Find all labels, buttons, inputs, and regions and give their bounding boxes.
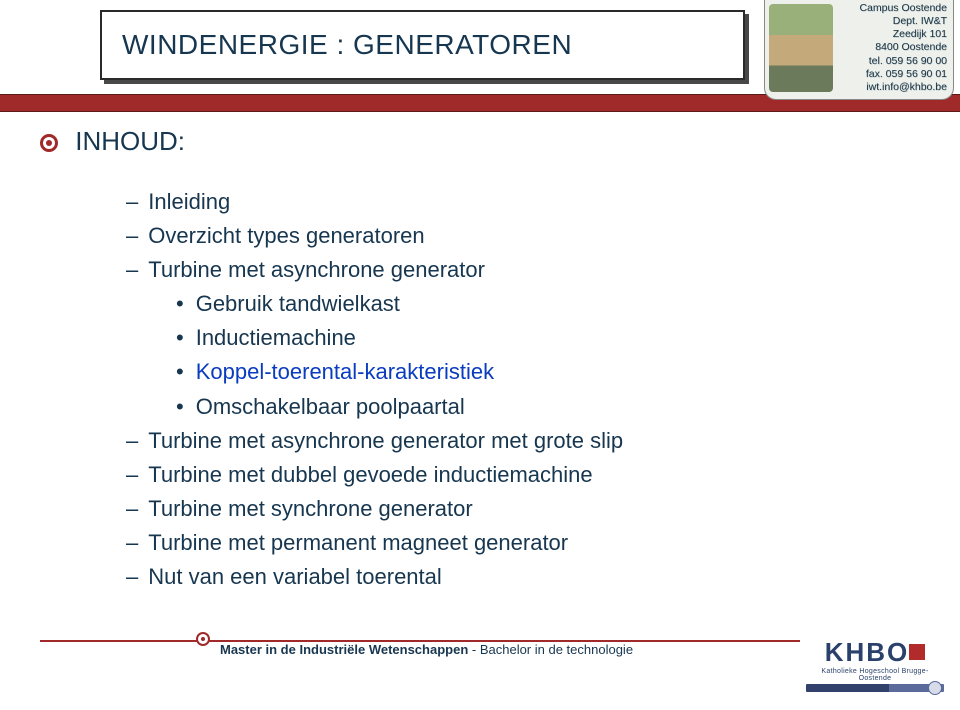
list-level-1: Inleiding Overzicht types generatoren Tu… [126,185,920,287]
list-item: Inleiding [126,185,920,219]
list-subitem: Omschakelbaar poolpaartal [176,390,920,424]
content-area: INHOUD: Inleiding Overzicht types genera… [40,126,920,594]
list-item: Turbine met synchrone generator [126,492,920,526]
khbo-logo: KHBO Katholieke Hogeschool Brugge-Oosten… [806,641,944,692]
list-subitem-label: Gebruik tandwielkast [196,287,400,321]
list-subitem-label-highlight: Koppel-toerental-karakteristiek [196,355,494,389]
campus-info-tab: Campus Oostende Dept. IW&T Zeedijk 101 8… [764,0,954,100]
association-bar [806,684,944,692]
campus-line: Dept. IW&T [829,15,947,28]
list-subitem: Gebruik tandwielkast [176,287,920,321]
campus-line: Campus Oostende [829,2,947,15]
logo-square-icon [909,644,925,660]
list-level-2: Gebruik tandwielkast Inductiemachine Kop… [176,287,920,423]
footer-bullet-icon [196,632,210,646]
list-item-label: Turbine met synchrone generator [148,492,472,526]
logo-subtext: Katholieke Hogeschool Brugge-Oostende [806,668,944,682]
footer-text: Master in de Industriële Wetenschappen -… [220,642,633,657]
list-level-1-cont: Turbine met asynchrone generator met gro… [126,424,920,594]
list-item: Overzicht types generatoren [126,219,920,253]
list-item: Turbine met dubbel gevoede inductiemachi… [126,458,920,492]
logo-row: KHBO [806,641,944,666]
slide: WINDENERGIE : GENERATOREN Campus Oostend… [0,0,960,710]
footer-bold: Master in de Industriële Wetenschappen [220,642,468,657]
list-item-label: Turbine met asynchrone generator [148,253,485,287]
campus-line: fax. 059 56 90 01 [829,68,947,81]
list-item-label: Overzicht types generatoren [148,219,424,253]
campus-line: iwt.info@khbo.be [829,81,947,94]
footer-sep: - [468,642,480,657]
section-heading: INHOUD: [75,126,185,156]
list-item-label: Turbine met permanent magneet generator [148,526,568,560]
campus-photo [769,4,833,92]
campus-line: Zeedijk 101 [829,28,947,41]
campus-line: 8400 Oostende [829,41,947,54]
list-subitem: Inductiemachine [176,321,920,355]
list-item: Turbine met asynchrone generator [126,253,920,287]
section-heading-row: INHOUD: [40,126,920,157]
list-item-label: Nut van een variabel toerental [148,560,442,594]
list-item: Turbine met permanent magneet generator [126,526,920,560]
list-subitem-label: Inductiemachine [196,321,356,355]
list-subitem-label: Omschakelbaar poolpaartal [196,390,465,424]
title-box: WINDENERGIE : GENERATOREN [100,10,745,80]
list-item: Nut van een variabel toerental [126,560,920,594]
slide-title: WINDENERGIE : GENERATOREN [122,29,572,61]
footer-rest: Bachelor in de technologie [480,642,633,657]
campus-line: tel. 059 56 90 00 [829,55,947,68]
target-bullet-icon [40,134,58,152]
list-item: Turbine met asynchrone generator met gro… [126,424,920,458]
list-item-label: Turbine met dubbel gevoede inductiemachi… [148,458,592,492]
footer: Master in de Industriële Wetenschappen -… [0,644,960,710]
list-subitem: Koppel-toerental-karakteristiek [176,355,920,389]
logo-text: KHBO [825,637,910,667]
list-item-label: Turbine met asynchrone generator met gro… [148,424,623,458]
campus-address: Campus Oostende Dept. IW&T Zeedijk 101 8… [829,2,947,94]
list-item-label: Inleiding [148,185,230,219]
